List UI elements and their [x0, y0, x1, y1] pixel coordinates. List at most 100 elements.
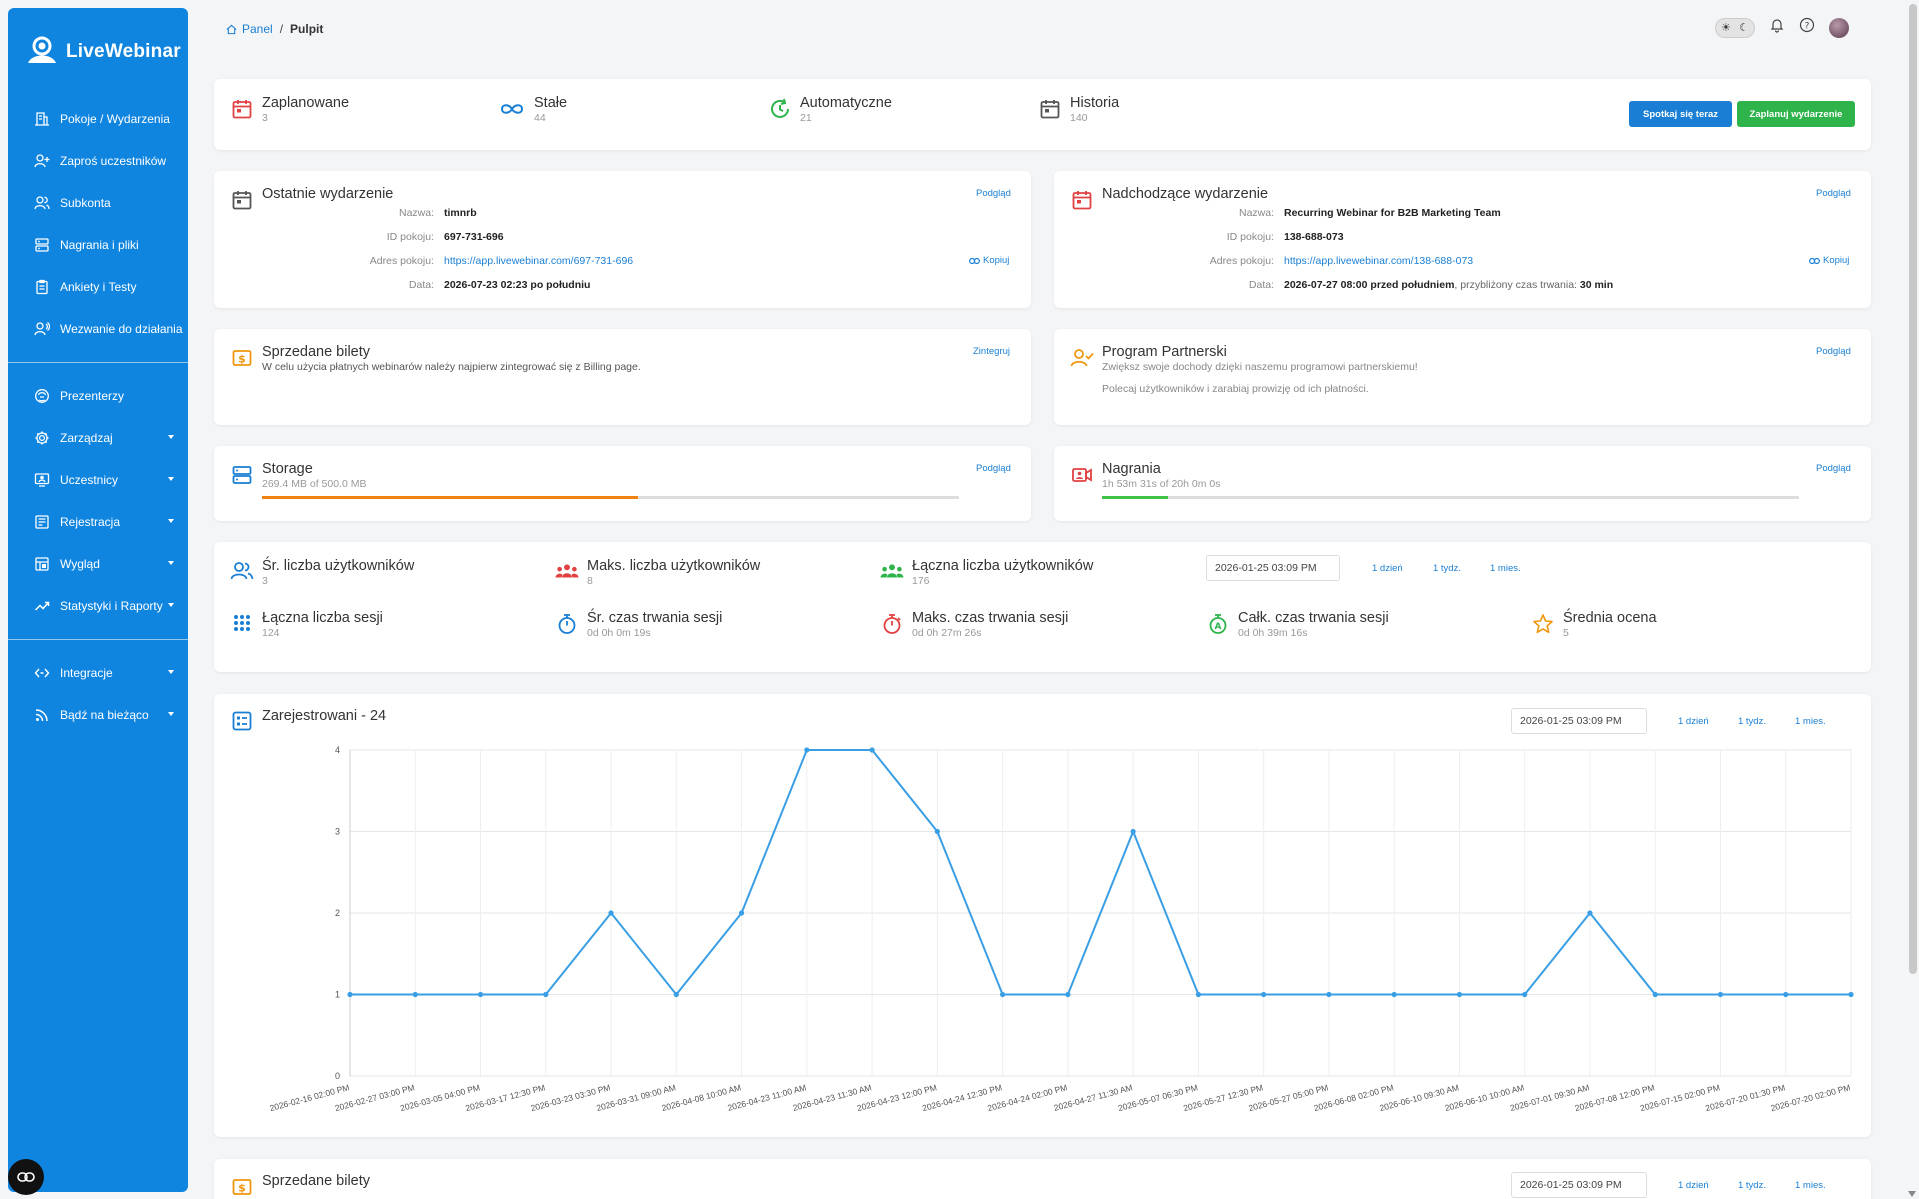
- data-point: [934, 828, 940, 835]
- data-point: [1783, 991, 1789, 998]
- range-1-day[interactable]: 1 dzień: [1678, 1180, 1709, 1191]
- y-tick-label: 3: [335, 827, 340, 837]
- recordings-progress-bar: [1102, 496, 1799, 499]
- svg-text:$: $: [238, 1182, 246, 1195]
- range-1-week[interactable]: 1 tydz.: [1738, 1180, 1766, 1191]
- sidebar-item-user-screen[interactable]: Uczestnicy: [8, 459, 188, 501]
- stat-label: Całk. czas trwania sesji: [1238, 610, 1389, 626]
- chevron-down-icon: [168, 477, 174, 481]
- range-1-day[interactable]: 1 dzień: [1372, 563, 1403, 574]
- stat-label: Łączna liczba użytkowników: [912, 558, 1094, 574]
- sidebar-item-user-call[interactable]: Wezwanie do działania: [8, 308, 188, 350]
- range-1-month[interactable]: 1 mies.: [1795, 716, 1826, 727]
- stats-date-input[interactable]: 2026-01-25 03:09 PM: [1206, 555, 1340, 581]
- storage-header: Storage 269.4 MB of 500.0 MB: [230, 461, 366, 490]
- sidebar-item-user-plus[interactable]: Zaproś uczestników: [8, 140, 188, 182]
- sidebar-item-form[interactable]: Rejestracja: [8, 501, 188, 543]
- preview-link[interactable]: Podgląd: [1816, 346, 1851, 357]
- tickets-sales-header: $ Sprzedane bilety: [230, 1173, 370, 1199]
- sidebar-item-label: Statystyki i Raporty: [60, 599, 163, 613]
- sidebar-item-users[interactable]: Subkonta: [8, 182, 188, 224]
- preview-link[interactable]: Podgląd: [1816, 188, 1851, 199]
- sidebar-item-rss[interactable]: Bądź na bieżąco: [8, 694, 188, 736]
- sidebar-item-layout[interactable]: Wygląd: [8, 543, 188, 585]
- sidebar-item-clipboard[interactable]: Ankiety i Testy: [8, 266, 188, 308]
- duration-label: , przybliżony czas trwania:: [1454, 279, 1577, 291]
- sidebar-item-server[interactable]: Nagrania i pliki: [8, 224, 188, 266]
- scroll-down-arrow[interactable]: [1908, 1191, 1916, 1197]
- upcoming-event-header: Nadchodzące wydarzenie: [1070, 186, 1268, 213]
- stat-scheduled[interactable]: Zaplanowane 3: [230, 95, 349, 124]
- range-1-week[interactable]: 1 tydz.: [1433, 563, 1461, 574]
- tickets-date-input[interactable]: 2026-01-25 03:09 PM: [1511, 1172, 1647, 1198]
- range-1-week[interactable]: 1 tydz.: [1738, 716, 1766, 727]
- copy-label: Kopiuj: [983, 255, 1010, 266]
- breadcrumb-home[interactable]: Panel: [226, 22, 273, 36]
- preview-link[interactable]: Podgląd: [976, 463, 1011, 474]
- data-point: [543, 991, 549, 998]
- theme-toggle[interactable]: ☀ ☾: [1715, 17, 1755, 38]
- preview-link[interactable]: Podgląd: [976, 188, 1011, 199]
- chat-widget-button[interactable]: [8, 1159, 44, 1195]
- avatar[interactable]: [1829, 17, 1849, 38]
- registered-header: Zarejestrowani - 24: [230, 708, 386, 735]
- stat-label: Automatyczne: [800, 95, 892, 111]
- event-date: 2026-07-23 02:23 po południu: [444, 279, 591, 291]
- breadcrumb: Panel / Pulpit: [226, 22, 323, 36]
- partner-line1: Zwiększ swoje dochody dzięki naszemu pro…: [1102, 361, 1418, 373]
- data-point: [1195, 991, 1201, 998]
- schedule-event-button[interactable]: Zaplanuj wydarzenie: [1737, 101, 1855, 127]
- room-url-link[interactable]: https://app.livewebinar.com/138-688-073: [1284, 255, 1474, 267]
- calendar-icon: [230, 189, 254, 213]
- event-date: 2026-07-27 08:00 przed południem: [1284, 279, 1455, 291]
- meet-now-button[interactable]: Spotkaj się teraz: [1629, 101, 1732, 127]
- stopwatch-green-icon: A: [1206, 613, 1230, 637]
- chevron-down-icon: [168, 435, 174, 439]
- stat-history[interactable]: Historia 140: [1038, 95, 1119, 124]
- chart-date-input[interactable]: 2026-01-25 03:09 PM: [1511, 708, 1647, 734]
- users-icon: [34, 195, 50, 211]
- sidebar-item-gear[interactable]: Zarządzaj: [8, 417, 188, 459]
- card-title: Storage: [262, 461, 313, 477]
- scrollbar[interactable]: [1909, 4, 1917, 974]
- card-title: Ostatnie wydarzenie: [262, 186, 394, 202]
- sidebar-item-building[interactable]: Pokoje / Wydarzenia: [8, 98, 188, 140]
- sidebar-item-label: Bądź na bieżąco: [60, 708, 149, 722]
- integrate-link[interactable]: Zintegruj: [973, 346, 1010, 357]
- sidebar-item-label: Zarządzaj: [60, 431, 113, 445]
- kv-label: Nazwa:: [1238, 207, 1274, 219]
- sidebar-item-trend[interactable]: Statystyki i Raporty: [8, 585, 188, 627]
- room-url-link[interactable]: https://app.livewebinar.com/697-731-696: [444, 255, 634, 267]
- logo[interactable]: LiveWebinar: [8, 8, 188, 76]
- star-icon: [1531, 613, 1555, 637]
- sidebar-item-presenter[interactable]: Prezenterzy: [8, 375, 188, 417]
- data-point: [1326, 991, 1332, 998]
- range-1-month[interactable]: 1 mies.: [1795, 1180, 1826, 1191]
- recordings-progress-fill: [1102, 496, 1169, 499]
- preview-link[interactable]: Podgląd: [1816, 463, 1851, 474]
- copy-button[interactable]: Kopiuj: [1809, 255, 1849, 266]
- stat-permanent[interactable]: Stałe 44: [498, 95, 567, 124]
- last-event-card: Ostatnie wydarzenie Podgląd Nazwa: timnrb…: [214, 171, 1031, 308]
- data-point: [608, 910, 614, 916]
- bell-icon[interactable]: [1769, 17, 1785, 38]
- kv-label: ID pokoju:: [1226, 231, 1274, 243]
- copy-button[interactable]: Kopiuj: [969, 255, 1009, 266]
- y-tick-label: 2: [335, 908, 340, 918]
- kv-label: ID pokoju:: [386, 231, 434, 243]
- range-1-day[interactable]: 1 dzień: [1678, 716, 1709, 727]
- range-1-month[interactable]: 1 mies.: [1490, 563, 1521, 574]
- data-point: [1717, 991, 1724, 998]
- chevron-down-icon: [168, 519, 174, 523]
- chevron-down-icon: [168, 670, 174, 674]
- infinity-icon: [498, 98, 526, 122]
- building-icon: [34, 111, 50, 127]
- data-point: [412, 991, 418, 998]
- sidebar-item-code-arrows[interactable]: Integracje: [8, 652, 188, 694]
- svg-text:A: A: [1215, 622, 1222, 632]
- chevron-down-icon: [168, 561, 174, 565]
- stat-automatic[interactable]: Automatyczne 21: [768, 95, 892, 124]
- help-icon[interactable]: ?: [1799, 17, 1815, 38]
- data-point: [1522, 991, 1528, 998]
